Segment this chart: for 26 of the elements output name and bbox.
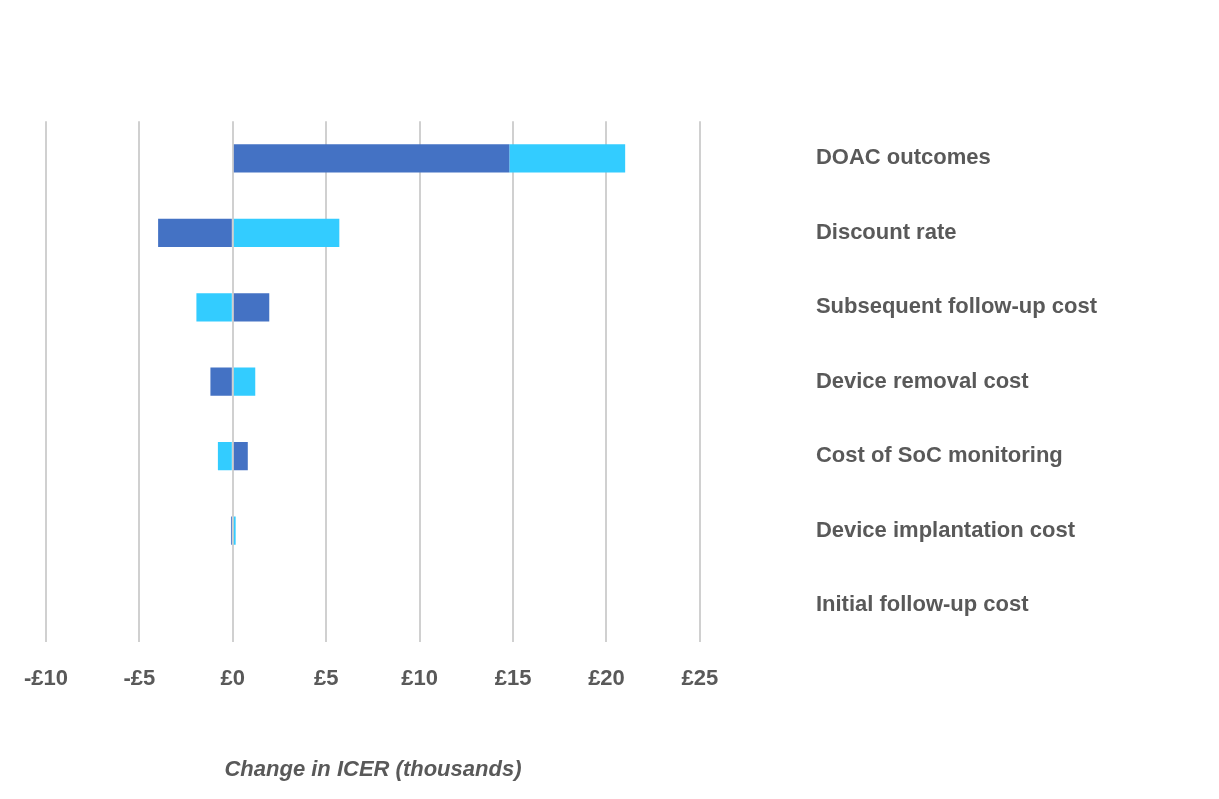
x-tick-label: £10 bbox=[401, 665, 439, 691]
y-tick-label: Subsequent follow-up cost bbox=[815, 293, 1098, 319]
x-tick-label: £20 bbox=[588, 665, 625, 691]
x-tick-label: £0 bbox=[220, 665, 246, 691]
bar bbox=[158, 218, 232, 247]
bar bbox=[217, 441, 232, 471]
bar bbox=[210, 367, 232, 396]
x-axis-title: Change in ICER (thousands) bbox=[224, 755, 522, 781]
y-tick-label: Device removal cost bbox=[815, 367, 1030, 393]
y-tick-label: DOAC outcomes bbox=[815, 144, 991, 170]
x-tick-label: -£10 bbox=[23, 665, 69, 691]
x-tick-label: £15 bbox=[494, 665, 532, 691]
y-tick-label: Device implantation cost bbox=[815, 516, 1076, 542]
y-tick-label: Cost of SoC monitoring bbox=[815, 442, 1063, 468]
y-tick-label: Initial follow-up cost bbox=[815, 591, 1030, 617]
bar bbox=[233, 144, 510, 173]
bar bbox=[196, 293, 232, 322]
bar bbox=[233, 367, 256, 396]
x-tick-label: £5 bbox=[314, 665, 339, 691]
y-tick-label: Discount rate bbox=[815, 218, 957, 244]
bar bbox=[233, 293, 270, 322]
bar bbox=[233, 441, 248, 471]
bar bbox=[233, 218, 340, 247]
x-tick-label: £25 bbox=[681, 665, 719, 691]
x-tick-label: -£5 bbox=[123, 665, 156, 691]
bar bbox=[509, 144, 626, 173]
